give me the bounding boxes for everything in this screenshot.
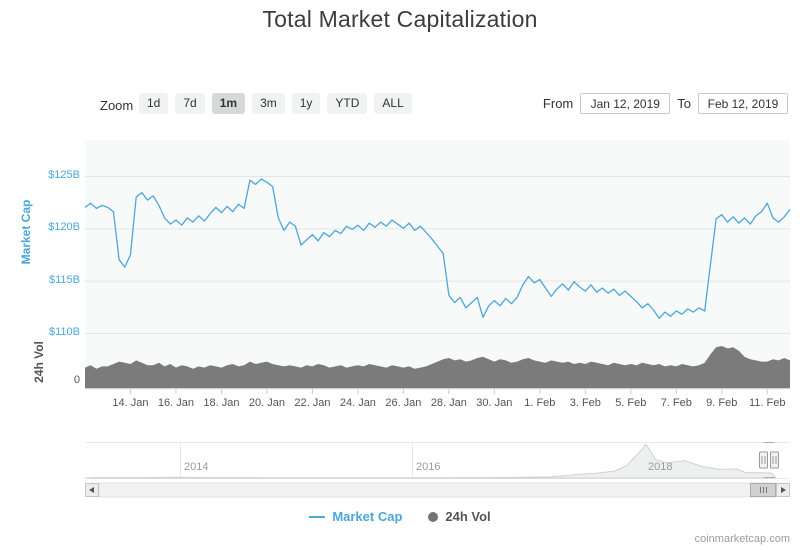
zoom-button-1d[interactable]: 1d <box>139 93 169 114</box>
to-date-input[interactable] <box>698 93 788 114</box>
scrollbar-left-button[interactable] <box>85 483 99 497</box>
volume-dot-icon <box>428 511 439 522</box>
yaxis-label-120: $120B <box>48 221 80 234</box>
xaxis-label: 11. Feb <box>749 397 786 409</box>
xaxis-label: 3. Feb <box>569 397 601 409</box>
zoom-button-all[interactable]: ALL <box>374 93 412 114</box>
legend-item-24h-vol[interactable]: 24h Vol <box>428 509 491 524</box>
watermark: coinmarketcap.com <box>694 533 790 545</box>
legend: Market Cap 24h Vol <box>0 509 800 524</box>
xaxis-label: 5. Feb <box>615 397 647 409</box>
yaxis-label-125: $125B <box>48 169 80 181</box>
xaxis-label: 22. Jan <box>294 397 331 409</box>
market-cap-line-icon <box>309 515 326 518</box>
zoom-button-7d[interactable]: 7d <box>175 93 205 114</box>
xaxis-label: 24. Jan <box>339 397 376 409</box>
yaxis-label-115: $115B <box>49 273 80 286</box>
zoom-label: Zoom <box>100 98 134 113</box>
navigator-right-handle[interactable] <box>770 451 779 469</box>
scrollbar-thumb[interactable] <box>750 483 776 497</box>
xaxis-label: 30. Jan <box>476 397 513 409</box>
navigator-year-label: 2018 <box>648 461 673 473</box>
navigator-year-label: 2014 <box>184 461 209 473</box>
yaxis-title-24h-vol: 24h Vol <box>32 341 46 383</box>
right-arrow-icon <box>781 487 786 493</box>
market-cap-line-series[interactable] <box>84 178 791 319</box>
navigator-year-label: 2016 <box>416 461 441 473</box>
plot-background <box>85 140 790 390</box>
zoom-button-1m[interactable]: 1m <box>211 93 246 114</box>
xaxis-label: 26. Jan <box>385 397 422 409</box>
left-arrow-icon <box>89 487 94 493</box>
xaxis-label: 1. Feb <box>524 397 556 409</box>
legend-item-market-cap[interactable]: Market Cap <box>309 509 402 524</box>
legend-label-24h-vol: 24h Vol <box>445 509 491 524</box>
scrollbar-right-button[interactable] <box>776 483 790 497</box>
scrollbar-track[interactable] <box>98 482 777 498</box>
xaxis-label: 7. Feb <box>660 397 692 409</box>
page-title: Total Market Capitalization <box>262 6 538 32</box>
volume-area-series[interactable] <box>85 346 790 388</box>
zoom-button-1y[interactable]: 1y <box>291 93 321 114</box>
xaxis-label: 14. Jan <box>112 397 149 409</box>
legend-label-market-cap: Market Cap <box>332 509 403 524</box>
zoom-button-ytd[interactable]: YTD <box>327 93 368 114</box>
navigator-left-handle[interactable] <box>759 451 768 469</box>
date-range-controls: From To <box>543 93 788 114</box>
from-label: From <box>542 96 574 111</box>
from-date-input[interactable] <box>580 93 671 114</box>
to-label: To <box>677 96 691 111</box>
volume-axis-zero-label: 0 <box>73 374 80 386</box>
xaxis-label: 18. Jan <box>203 397 240 409</box>
navigator-sparkline <box>84 443 778 479</box>
xaxis-label: 28. Jan <box>430 397 467 409</box>
xaxis-label: 9. Feb <box>706 397 738 409</box>
zoom-button-group: 1d 7d 1m 3m 1y YTD ALL <box>139 93 412 114</box>
xaxis-label: 20. Jan <box>248 397 285 409</box>
zoom-button-3m[interactable]: 3m <box>252 93 285 114</box>
yaxis-label-110: $110B <box>49 326 80 338</box>
xaxis-label: 16. Jan <box>157 397 194 409</box>
